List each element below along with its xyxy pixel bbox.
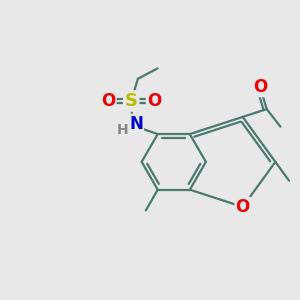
- Text: S: S: [125, 92, 138, 110]
- Text: O: O: [254, 78, 268, 96]
- Text: O: O: [101, 92, 116, 110]
- Text: O: O: [236, 198, 250, 216]
- Text: O: O: [147, 92, 161, 110]
- Text: H: H: [117, 123, 129, 137]
- Text: N: N: [129, 115, 143, 133]
